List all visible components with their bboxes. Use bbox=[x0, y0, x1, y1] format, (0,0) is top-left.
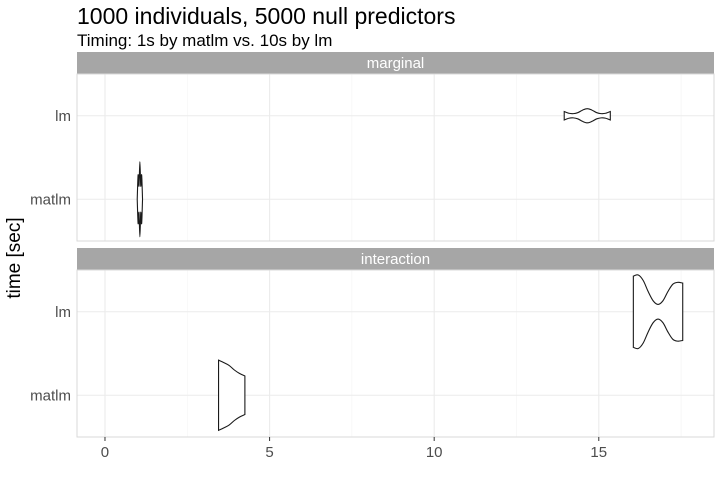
x-tick-label: 0 bbox=[101, 444, 109, 461]
violin-interaction-matlm bbox=[218, 359, 246, 432]
x-tick-label: 10 bbox=[426, 444, 443, 461]
violin-marginal-lm bbox=[563, 108, 611, 124]
y-axis-title: time [sec] bbox=[4, 217, 25, 298]
facet-strip-label: interaction bbox=[361, 251, 430, 268]
violin-marginal-matlm bbox=[136, 161, 144, 238]
panel-interaction: interaction lm matlm bbox=[30, 248, 715, 438]
x-tick-label: 5 bbox=[265, 444, 273, 461]
chart-title: 1000 individuals, 5000 null predictors bbox=[77, 3, 455, 29]
panel-marginal: marginal lm matlm bbox=[30, 52, 715, 242]
x-axis: 0 5 10 15 bbox=[101, 437, 607, 461]
facet-strip bbox=[77, 248, 714, 270]
y-tick-label: matlm bbox=[30, 191, 71, 208]
chart-subtitle: Timing: 1s by matlm vs. 10s by lm bbox=[77, 31, 332, 50]
panel-border bbox=[76, 73, 715, 242]
y-tick-label: lm bbox=[55, 304, 71, 321]
violin-interaction-lm bbox=[632, 274, 684, 350]
y-tick-label: lm bbox=[55, 108, 71, 125]
x-tick-label: 15 bbox=[590, 444, 607, 461]
facet-strip bbox=[77, 52, 714, 74]
facet-strip-label: marginal bbox=[367, 55, 425, 72]
y-tick-label: matlm bbox=[30, 387, 71, 404]
panel-border bbox=[76, 269, 715, 438]
facet-panels: marginal lm matlm interaction lm matlm bbox=[30, 52, 715, 438]
